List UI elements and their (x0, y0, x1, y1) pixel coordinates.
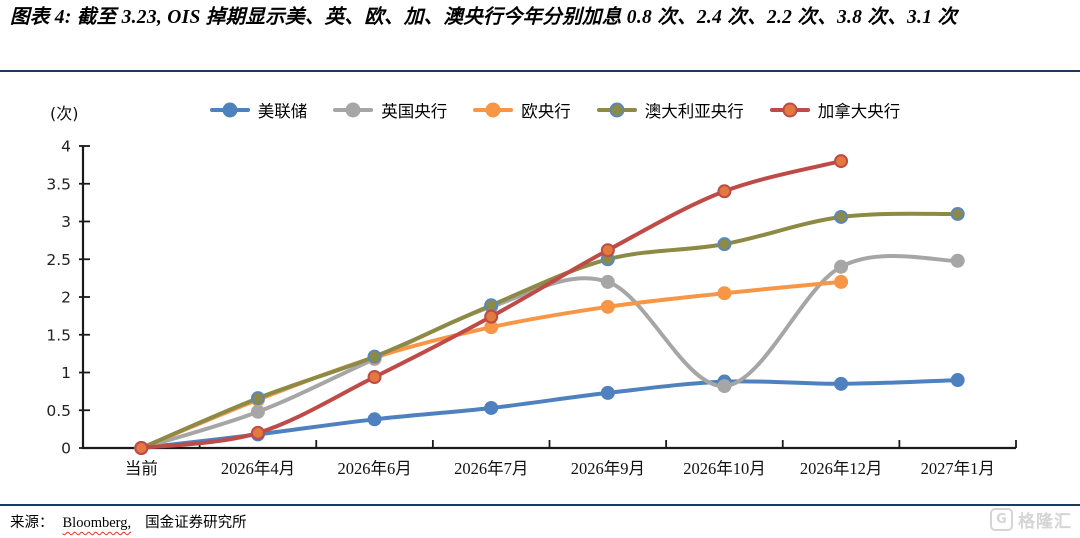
figure-title: 图表 4: 截至 3.23, OIS 掉期显示美、英、欧、加、澳央行今年分别加息… (10, 7, 958, 28)
y-tick-label: 4 (61, 138, 71, 156)
gelonghui-logo-icon: G (990, 508, 1013, 531)
chart-legend: 美联储 英国央行 欧央行 澳大利亚央行 加拿大央行 (90, 98, 1020, 122)
x-tick-label: 2027年1月 (921, 459, 995, 478)
gelonghui-logo-text: 格隆汇 (1018, 512, 1072, 532)
x-tick-label: 当前 (125, 459, 158, 478)
legend-marker-dot (485, 102, 501, 118)
source-label: 来源： (10, 515, 54, 531)
data-point-ecb (717, 286, 732, 301)
data-point-rba (834, 209, 849, 224)
legend-label: 澳大利亚央行 (644, 102, 744, 121)
legend-marker-dot (609, 102, 625, 118)
data-point-boe (834, 259, 849, 274)
title-divider-line (0, 70, 1080, 72)
data-point-boe (717, 379, 732, 394)
legend-item-fed: 美联储 (209, 98, 308, 122)
legend-marker-dot (782, 102, 798, 118)
x-tick-label: 2026年4月 (221, 459, 295, 478)
line-chart: 0 0.5 1 1.5 2 2.5 3 3.5 4 当前 2026年4月 2026年6月 2026年7月… (46, 138, 1017, 478)
series-line-rba (139, 211, 960, 450)
x-tick-label: 2026年9月 (571, 459, 645, 478)
data-point-ecb (600, 299, 615, 314)
data-point-boc (134, 441, 149, 455)
series-boc (134, 154, 849, 455)
y-tick-label: 0 (61, 440, 71, 458)
x-axis-ticks: 当前 2026年4月 2026年6月 2026年7月 2026年9月 2026年10月 20… (125, 440, 1017, 478)
series-line-boe (139, 253, 960, 450)
axes (81, 146, 1016, 450)
y-tick-label: 1 (61, 364, 71, 382)
data-point-boc (367, 370, 382, 385)
data-point-fed (834, 376, 849, 391)
data-point-rba (367, 349, 382, 364)
legend-marker-dot (222, 102, 238, 118)
source-institute: 国金证券研究所 (145, 515, 247, 531)
series-rba (134, 206, 965, 455)
data-point-fed (484, 400, 499, 415)
y-tick-label: 1.5 (46, 326, 71, 344)
legend-marker-icon (473, 102, 514, 118)
data-point-boc (717, 184, 732, 199)
x-tick-label: 2026年12月 (800, 459, 883, 478)
legend-item-ecb: 欧央行 (473, 98, 571, 122)
y-tick-label: 2.5 (46, 251, 71, 269)
data-point-boc (250, 425, 265, 440)
data-point-fed (950, 373, 965, 388)
data-point-ecb (834, 274, 849, 289)
y-tick-label: 0.5 (46, 402, 71, 420)
data-point-boe (600, 274, 615, 289)
data-point-rba (484, 298, 499, 313)
legend-marker-icon (209, 102, 250, 118)
legend-label: 加拿大央行 (817, 102, 901, 121)
source-bloomberg: Bloomberg, (62, 515, 132, 531)
x-tick-label: 2026年6月 (337, 459, 411, 478)
data-point-rba (717, 237, 732, 252)
footer-divider-line (0, 504, 1080, 506)
legend-marker-icon (596, 102, 637, 118)
legend-item-boc: 加拿大央行 (769, 98, 901, 122)
data-point-boc (834, 154, 849, 169)
gelonghui-watermark: G 格隆汇 (990, 507, 1072, 532)
legend-item-rba: 澳大利亚央行 (596, 98, 744, 122)
x-tick-label: 2026年10月 (683, 459, 766, 478)
y-axis-unit-label: (次) (50, 104, 79, 123)
legend-label: 英国央行 (381, 102, 448, 121)
y-tick-label: 3.5 (46, 175, 71, 193)
y-tick-label: 2 (61, 289, 71, 307)
data-point-boe (250, 404, 265, 419)
data-point-boc (600, 243, 615, 258)
legend-label: 美联储 (257, 102, 308, 121)
data-point-boe (950, 253, 965, 268)
data-point-boc (484, 309, 499, 324)
data-point-fed (367, 412, 382, 427)
source-note: 来源： Bloomberg, 国金证券研究所 (10, 511, 247, 532)
legend-label: 欧央行 (521, 102, 571, 121)
legend-marker-icon (333, 102, 374, 118)
y-axis-ticks: 0 0.5 1 1.5 2 2.5 3 3.5 4 (46, 138, 90, 458)
legend-item-boe: 英国央行 (333, 98, 447, 122)
legend-marker-dot (345, 102, 361, 118)
x-tick-label: 2026年7月 (454, 459, 528, 478)
data-point-rba (250, 391, 265, 406)
series-line-fed (139, 378, 960, 450)
legend-marker-icon (769, 102, 810, 118)
data-point-rba (950, 206, 965, 221)
data-point-fed (600, 385, 615, 400)
y-tick-label: 3 (61, 213, 71, 231)
